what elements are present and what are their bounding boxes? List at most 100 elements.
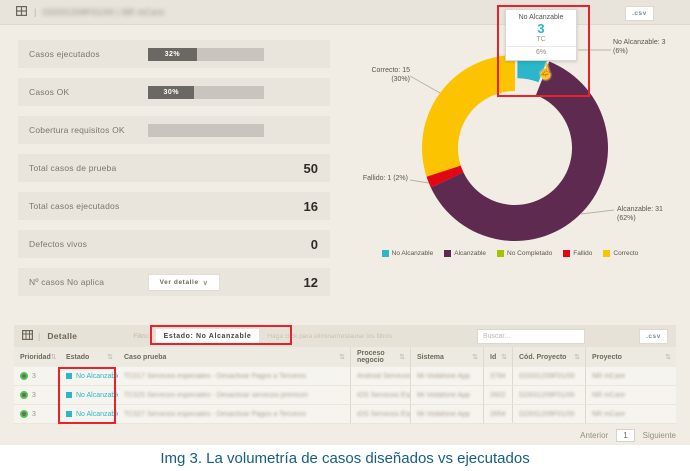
- cell-proyecto: NR mCare: [585, 405, 676, 423]
- cell-id: 2602: [483, 386, 512, 404]
- sort-icon: ⇅: [665, 354, 671, 361]
- sort-icon: ⇅: [50, 354, 57, 361]
- sort-icon: ⇅: [399, 354, 405, 361]
- priority-icon: [20, 410, 28, 418]
- progress-value: 30%: [163, 89, 179, 96]
- cell-estado: No Alcanzable: [60, 386, 118, 404]
- pagination: Anterior 1 Siguiente: [580, 429, 676, 442]
- donut-slice-alcanzable[interactable]: [430, 61, 608, 241]
- filter-label: Filtro:: [133, 332, 150, 340]
- column-header-caso-prueba[interactable]: Caso prueba ⇅: [124, 353, 345, 362]
- cell-proceso-negocio: iOS Servicios Espe...: [350, 386, 410, 404]
- project-breadcrumb: GD031209F01/00 | NR mCare: [42, 7, 165, 17]
- chart-tooltip: No Alcanzable 3 TC 6%: [505, 9, 577, 61]
- callout-alcanzable: Alcanzable: 31 (62%): [617, 206, 663, 222]
- legend-swatch: [444, 250, 452, 257]
- metric-casos-ejecutados: Casos ejecutados 32%: [18, 40, 330, 68]
- pagination-prev[interactable]: Anterior: [580, 431, 609, 440]
- cell-id: 3794: [483, 367, 512, 385]
- column-header-sistema[interactable]: Sistema ⇅: [410, 347, 483, 367]
- cell-sistema: Mi Vodafone App: [410, 405, 483, 423]
- callout-no-alcanzable: No Alcanzable: 3 (6%): [613, 39, 666, 55]
- toolbar-divider: |: [38, 331, 41, 341]
- dashboard: | GD031209F01/00 | NR mCare .csv Casos e…: [0, 0, 690, 445]
- cell-estado: No Alcanzable: [60, 405, 118, 423]
- metric-total-casos-prueba: Total casos de prueba 50: [18, 154, 330, 182]
- legend-item-no-alcanzable[interactable]: No Alcanzable: [381, 250, 433, 257]
- cell-caso-prueba: TC017 Servicios especiales - Desactivar …: [124, 372, 306, 380]
- metric-value: 0: [310, 236, 318, 252]
- cell-cod-proyecto: GD031209F01/00: [512, 405, 585, 423]
- donut-chart: [335, 28, 685, 263]
- sort-icon: ⇅: [574, 354, 580, 361]
- cell-proyecto: NR mCare: [585, 367, 676, 385]
- tooltip-value: 3: [537, 21, 545, 36]
- donut-slice-fallido[interactable]: [426, 165, 464, 188]
- pagination-next[interactable]: Siguiente: [642, 431, 676, 440]
- cell-proyecto: NR mCare: [585, 386, 676, 404]
- ver-detalle-button[interactable]: Ver detalle ∨: [148, 274, 220, 291]
- estado-square-icon: [66, 392, 72, 398]
- legend-item-alcanzable[interactable]: Alcanzable: [444, 250, 486, 257]
- chart-export-csv-button[interactable]: .csv: [624, 6, 654, 21]
- search-input[interactable]: [476, 328, 585, 344]
- progress-bar: 32%: [148, 48, 264, 61]
- legend-item-correcto[interactable]: Correcto: [603, 250, 638, 257]
- donut-svg: [409, 42, 615, 241]
- pagination-page-1[interactable]: 1: [616, 429, 635, 442]
- sort-icon: ⇅: [339, 354, 345, 361]
- legend-item-no-completado[interactable]: No Completado: [497, 250, 552, 257]
- table-row[interactable]: 3 No Alcanzable TC027 Servicios especial…: [14, 405, 676, 424]
- sort-icon: ⇅: [472, 354, 478, 361]
- column-header-id[interactable]: Id ⇅: [483, 347, 512, 367]
- leader-alcanzable: [580, 209, 615, 215]
- cell-proceso-negocio: Android Servicios E...: [350, 367, 410, 385]
- metric-value: 16: [303, 198, 318, 214]
- cell-id: 2654: [483, 405, 512, 423]
- priority-icon: [20, 391, 28, 399]
- table-export-csv-button[interactable]: .csv: [638, 328, 668, 344]
- tooltip-divider: [506, 46, 576, 47]
- column-header-proceso-negocio[interactable]: Proceso negocio ⇅: [350, 347, 410, 367]
- metric-casos-no-aplica: Nº casos No aplica Ver detalle ∨ 12: [18, 268, 330, 296]
- figure-caption: Img 3. La volumetría de casos diseñados …: [0, 445, 690, 471]
- legend-item-fallido[interactable]: Fallido: [563, 250, 592, 257]
- progress-bar: [148, 124, 264, 137]
- legend-swatch: [603, 250, 611, 257]
- metric-cobertura-requisitos: Cobertura requisitos OK: [18, 116, 330, 144]
- estado-square-icon: [66, 373, 72, 379]
- column-header-cod-proyecto[interactable]: Cód. Proyecto ⇅: [512, 347, 585, 367]
- cell-caso-prueba: TC027 Servicios especiales - Desactivar …: [124, 410, 306, 418]
- table-row[interactable]: 3 No Alcanzable TC017 Servicios especial…: [14, 367, 676, 386]
- cell-prioridad: 3: [14, 405, 60, 423]
- sort-icon: ⇅: [107, 354, 113, 361]
- chart-legend: No Alcanzable Alcanzable No Completado F…: [335, 250, 685, 257]
- donut-slice-correcto[interactable]: [422, 55, 515, 177]
- cell-prioridad: 3: [14, 386, 60, 404]
- metric-label: Cobertura requisitos OK: [29, 125, 125, 135]
- metric-value: 12: [303, 274, 318, 290]
- legend-swatch: [381, 250, 389, 257]
- table-row[interactable]: 3 No Alcanzable TC025 Servicios especial…: [14, 386, 676, 405]
- cell-estado: No Alcanzable: [60, 367, 118, 385]
- table-grid-icon: [21, 327, 34, 345]
- callout-fallido: Fallido: 1 (2%): [362, 175, 408, 182]
- column-header-proyecto[interactable]: Proyecto ⇅: [585, 347, 676, 367]
- cell-caso-prueba: TC025 Servicios especiales - Desactivar …: [124, 391, 309, 399]
- cell-prioridad: 3: [14, 367, 60, 385]
- progress-value: 32%: [164, 51, 181, 58]
- filter-chip[interactable]: Estado: No Alcanzable: [155, 328, 260, 344]
- priority-icon: [20, 372, 28, 380]
- filter-hint: Haga click para eliminar/restaurar los f…: [267, 332, 393, 340]
- leader-correcto: [409, 75, 441, 94]
- column-header-prioridad[interactable]: Prioridad ⇅: [20, 353, 57, 362]
- callout-correcto: Correcto: 15 (30%): [371, 67, 410, 83]
- tooltip-unit: TC: [536, 36, 546, 43]
- metric-value: 50: [303, 160, 318, 176]
- column-header-estado[interactable]: Estado ⇅: [66, 353, 113, 362]
- metric-label: Defectos vivos: [29, 239, 88, 249]
- metric-label: Casos ejecutados: [29, 49, 100, 59]
- metric-label: Total casos de prueba: [29, 163, 117, 173]
- metric-label: Total casos ejecutados: [29, 201, 120, 211]
- table-toolbar: | Detalle Filtro: Estado: No Alcanzable …: [14, 325, 676, 347]
